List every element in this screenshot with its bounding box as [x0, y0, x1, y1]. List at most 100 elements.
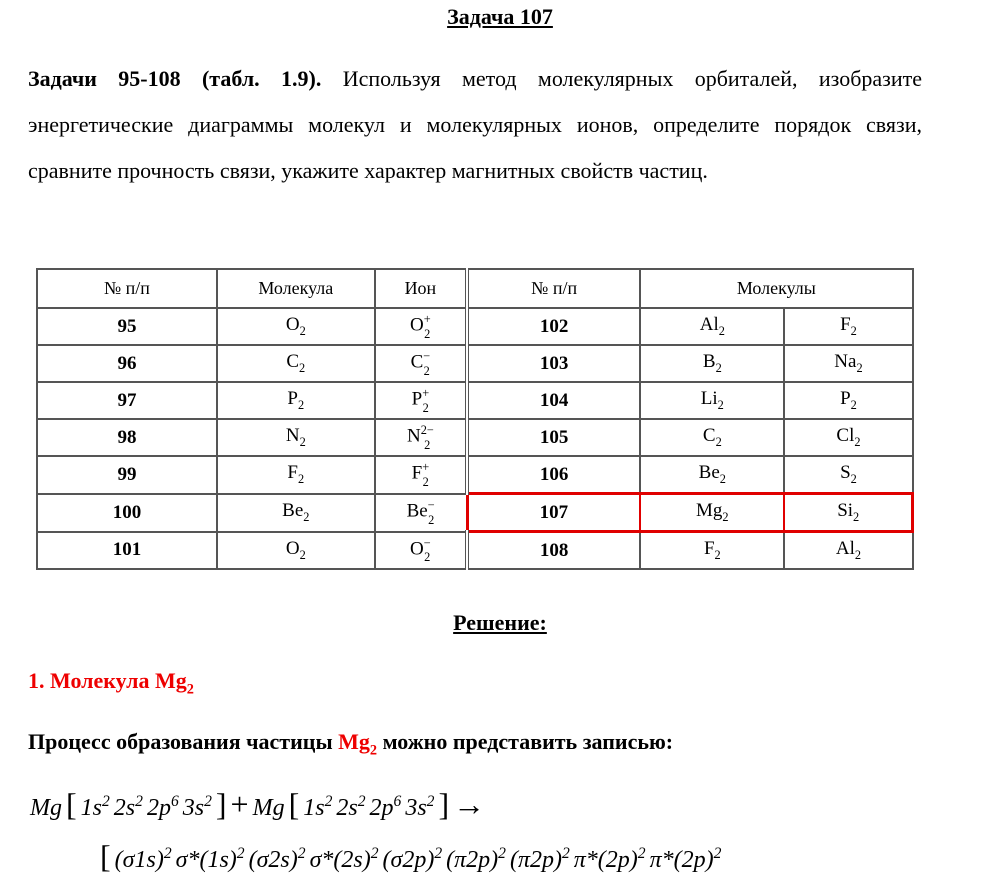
task-body: Используя метод молекулярных орбиталей, …: [28, 66, 923, 183]
token-text: π*(2p): [649, 847, 714, 873]
table-cell: O2: [215, 530, 376, 570]
superscript: 2: [357, 793, 366, 810]
token-text: 2s: [336, 795, 358, 821]
formula-base: C: [702, 425, 716, 447]
token-text: Mg: [30, 795, 62, 821]
table-cell: O −2: [373, 530, 469, 570]
subscript: 2: [298, 472, 305, 487]
table-cell: S2: [783, 455, 914, 495]
equation-token: (σ2s)2: [249, 845, 306, 873]
table-cell: C2: [215, 344, 376, 383]
equation-line: Mg[1s2 2s2 2p6 3s2] + Mg[1s2 2s2 2p6 3s2] →: [30, 786, 489, 823]
token-text: (σ1s): [114, 847, 164, 873]
equation-token: π*(2p)2: [649, 845, 722, 873]
subscript: 2: [715, 434, 722, 449]
formula-base: P: [287, 388, 298, 410]
formula-base: O: [285, 537, 300, 559]
molecule-heading: 1. Молекула Mg2: [28, 668, 194, 698]
text: Процесс образования частицы: [28, 729, 339, 754]
process-text: Процесс образования частицы Mg2 можно пр…: [28, 729, 673, 759]
formula-base: C: [286, 351, 300, 373]
subscript: 2: [718, 323, 725, 338]
equation-token: +: [231, 786, 249, 822]
subscript: 2: [299, 323, 306, 338]
table-cell: Cl2: [783, 418, 914, 457]
token-text: 1s: [303, 795, 325, 821]
formula-base: S: [840, 462, 851, 484]
superscript: +: [422, 386, 430, 401]
equation-token: [: [66, 786, 77, 822]
formula-base: Mg: [696, 500, 723, 522]
formula-base: F: [287, 462, 298, 484]
token-text: 2p: [369, 795, 394, 821]
subscript: 2: [853, 509, 860, 524]
subscript: 2: [298, 397, 305, 412]
formula: Mg2: [338, 729, 377, 758]
table-cell: F2: [639, 530, 786, 570]
table-cell: P2: [215, 381, 376, 420]
header-cell: Молекулы: [639, 268, 914, 309]
subscript: 2: [422, 474, 429, 489]
subscript: 2: [850, 397, 857, 412]
equation-token: 1s2: [80, 793, 110, 821]
header-cell: Молекула: [215, 268, 376, 309]
header-row: № п/п Молекула Ион № п/п Молекулы: [36, 268, 914, 309]
table-cell: O +2: [373, 307, 469, 346]
subscript: 2: [714, 547, 721, 562]
formula-base: Cl: [836, 425, 855, 447]
formula-index: −2: [424, 537, 431, 564]
formula-base: N: [285, 425, 300, 447]
equation-token: 2s2: [113, 793, 143, 821]
table-cell: Al2: [783, 530, 914, 570]
superscript: +: [423, 312, 431, 327]
table-row: 100 Be2 Be −2 107 Mg2 Si2: [36, 492, 915, 533]
subscript: 2: [369, 742, 378, 759]
table-row: 99 F2 F +2 106 Be2 S2: [36, 455, 914, 495]
token-text: Mg: [252, 795, 285, 821]
superscript: 2−: [420, 423, 434, 438]
formula-base: Be: [282, 500, 304, 522]
subscript: 2: [424, 437, 431, 452]
equation-token: 3s2: [405, 793, 434, 821]
table-cell: Na2: [783, 344, 914, 383]
formula-base: Na: [834, 351, 857, 373]
formula-base: Mg: [154, 668, 187, 693]
token-text: +: [230, 786, 249, 822]
superscript: 2: [637, 845, 646, 862]
formula-base: Mg: [338, 729, 370, 754]
subscript: 2: [722, 509, 729, 524]
formula-base: Si: [837, 500, 854, 522]
token-text: 2s: [113, 795, 136, 821]
subscript: 2: [424, 550, 431, 565]
formula-base: C: [410, 351, 424, 373]
table-cell: 108: [465, 530, 642, 570]
superscript: 2: [204, 793, 212, 810]
table-row: 96 C2 C −2 103 B2 Na2: [36, 344, 914, 383]
formula-base: P: [411, 388, 423, 410]
formula-index: −2: [428, 499, 435, 526]
table-cell: N2: [215, 418, 376, 457]
table-cell: Al2: [639, 307, 786, 346]
equation-token: [: [100, 838, 111, 874]
formula-base: O: [285, 314, 300, 336]
title: Задача 107: [447, 4, 553, 29]
equation-token: ]: [438, 786, 449, 822]
superscript: 2: [297, 845, 306, 862]
subscript: 2: [299, 547, 306, 562]
formula-index: +2: [422, 387, 429, 414]
superscript: 2: [102, 793, 110, 810]
subscript: 2: [850, 471, 857, 486]
formula-index: +2: [424, 313, 431, 340]
heading-text: 1. Молекула: [28, 668, 155, 693]
equation-token: 3s2: [183, 793, 212, 821]
task-label: Задачи 95-108 (табл. 1.9).: [28, 66, 322, 91]
subscript: 2: [423, 363, 430, 378]
superscript: −: [423, 349, 431, 364]
table-cell: 101: [36, 530, 218, 570]
token-text: 1s: [80, 795, 102, 821]
table-cell: C −2: [373, 344, 469, 383]
table-cell: 96: [36, 344, 218, 383]
superscript: 2: [561, 845, 570, 862]
equation-token: σ*(1s)2: [176, 845, 245, 873]
superscript: +: [422, 460, 430, 475]
